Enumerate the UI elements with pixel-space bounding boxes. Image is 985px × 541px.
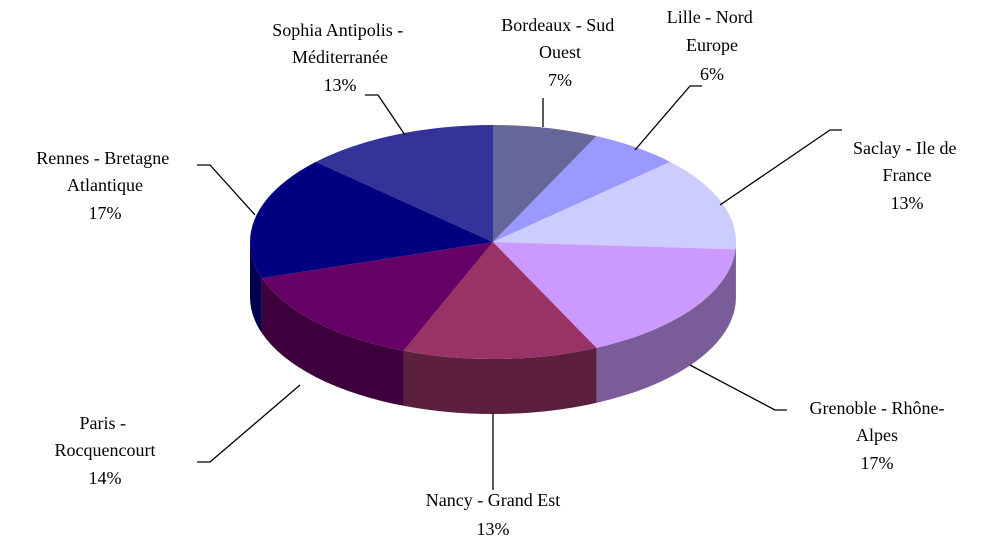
label-line: Rocquencourt: [55, 440, 156, 460]
leader-line: [197, 164, 256, 216]
slice-label: Rennes - Bretagne Atlantique: [36, 148, 173, 195]
value-label: 17%: [89, 203, 122, 223]
slice-label: Bordeaux - Sud Ouest: [501, 15, 618, 62]
slice-side: [403, 347, 597, 414]
slice: [315, 125, 493, 242]
label-line: France: [883, 165, 932, 185]
slice-side: [596, 249, 736, 403]
label-line: Ouest: [539, 42, 581, 62]
slice: [261, 242, 493, 351]
slice-label: Sophia Antipolis - Méditerranée: [272, 20, 408, 67]
label-line: Saclay - Ile de: [853, 138, 961, 158]
value-label: 14%: [89, 468, 122, 488]
label-line: Sophia Antipolis -: [272, 20, 408, 40]
value-label: 13%: [477, 519, 510, 539]
label-line: Rennes - Bretagne: [36, 148, 173, 168]
value-label: 13%: [891, 193, 924, 213]
label-line: Atlantique: [67, 175, 143, 195]
label-line: Méditerranée: [292, 47, 388, 67]
leader-line: [719, 129, 842, 206]
leader-line: [634, 85, 702, 151]
label-line: Alpes: [856, 425, 898, 445]
slice-label: Lille - Nord Europe: [667, 7, 757, 55]
leader-line: [365, 94, 406, 136]
slice-label: Paris - Rocquencourt: [55, 413, 156, 460]
value-label: 7%: [548, 70, 572, 90]
label-line: Lille - Nord: [667, 7, 757, 27]
leader-line: [689, 364, 787, 411]
value-label: 6%: [700, 64, 724, 84]
label-line: Bordeaux - Sud: [501, 15, 618, 35]
label-line: Europe: [686, 35, 738, 55]
value-label: 13%: [324, 75, 357, 95]
slice: [403, 242, 597, 360]
slice: [493, 136, 671, 242]
slice: [493, 161, 736, 250]
slice-side: [261, 278, 404, 406]
slice-label: Nancy - Grand Est: [426, 490, 560, 510]
slice: [250, 161, 493, 279]
label-line: Grenoble - Rhône-: [810, 398, 945, 418]
slice: [493, 125, 597, 242]
slice-label: Grenoble - Rhône- Alpes: [810, 398, 945, 445]
label-line: Paris -: [80, 413, 131, 433]
slice: [493, 242, 736, 348]
slice-side: [250, 242, 262, 334]
value-label: 17%: [861, 453, 894, 473]
leader-line: [197, 384, 301, 463]
slice-label: Saclay - Ile de France: [853, 138, 961, 185]
